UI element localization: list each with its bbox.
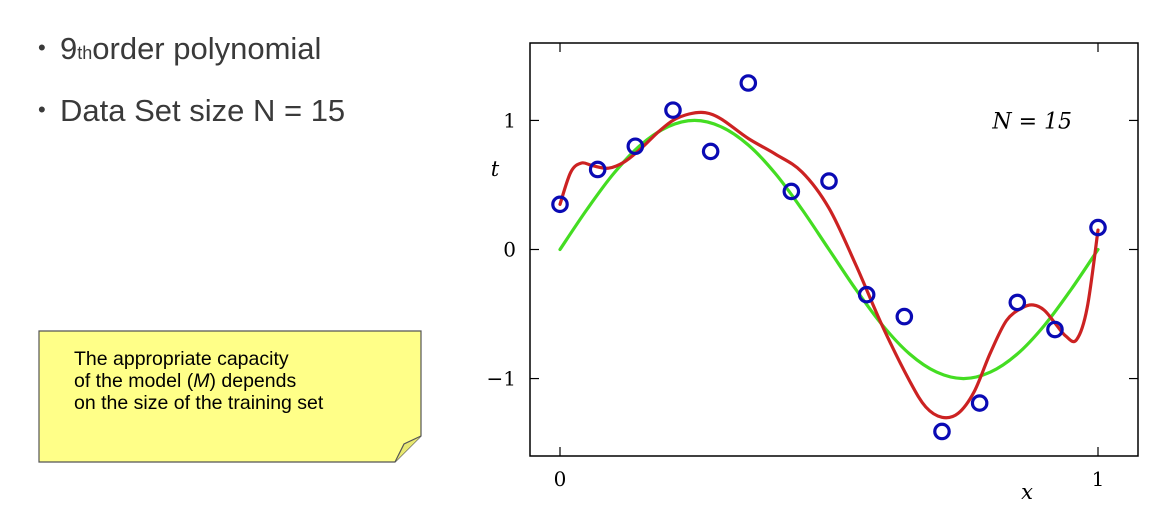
y-tick-label: −1 xyxy=(487,367,516,391)
data-point xyxy=(970,394,989,412)
data-point xyxy=(701,142,720,161)
data-point xyxy=(933,422,951,441)
bullet-order-text: order polynomial xyxy=(92,31,322,66)
data-point xyxy=(782,182,801,201)
data-point xyxy=(551,195,569,214)
note-line-1: The appropriate capacity xyxy=(74,348,289,370)
note-line-2-start: of the model ( xyxy=(74,370,194,392)
data-point xyxy=(739,74,758,92)
data-point xyxy=(1089,218,1107,237)
true-function-curve xyxy=(558,118,1100,381)
y-tick-label: 0 xyxy=(503,238,516,262)
bullet-order-number: 9 xyxy=(60,31,78,66)
bullet-dot: • xyxy=(38,35,46,60)
plot-frame xyxy=(529,42,1139,457)
y-axis-label: t xyxy=(491,157,500,181)
polynomial-fit-curve xyxy=(558,110,1100,420)
data-point xyxy=(588,160,607,179)
note-line-2-end: ) depends xyxy=(209,370,297,392)
x-axis-label: x xyxy=(1021,480,1033,504)
data-point xyxy=(626,137,645,156)
n-annotation: N = 15 xyxy=(991,109,1072,134)
data-point xyxy=(1046,320,1064,339)
data-point xyxy=(857,285,876,304)
data-point xyxy=(664,101,682,119)
data-point xyxy=(1008,293,1027,312)
bullet-dataset-size: • Data Set size N = 15 xyxy=(38,92,345,133)
x-tick-label: 0 xyxy=(554,467,567,491)
sticky-note: The appropriate capacity of the model (M… xyxy=(38,330,422,463)
note-model-var: M xyxy=(193,370,210,392)
polynomial-fit-chart: 0 1 −1 0 1 x t N = 15 xyxy=(487,42,1139,504)
bullet-dot: • xyxy=(38,97,46,122)
y-tick-label: 1 xyxy=(503,108,516,132)
note-line-2: of the model (M) depends xyxy=(74,370,323,392)
note-line-3: on the size of the training set xyxy=(74,392,324,414)
sticky-note-shape xyxy=(38,330,422,463)
bullet-order-suffix: th xyxy=(77,43,93,63)
data-point xyxy=(895,307,914,326)
x-tick-label: 1 xyxy=(1092,467,1105,491)
data-point xyxy=(820,172,838,190)
bullet-dataset-text: Data Set size N = 15 xyxy=(60,93,346,128)
sticky-note-text: The appropriate capacity of the model (M… xyxy=(74,348,323,414)
